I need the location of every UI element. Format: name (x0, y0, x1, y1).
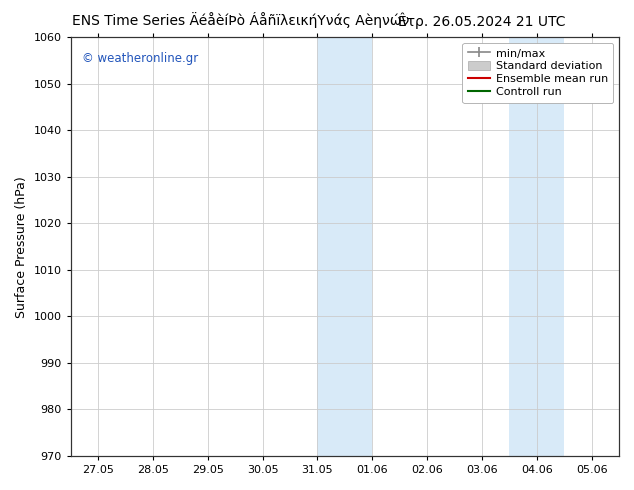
Bar (537, 37, 564, 456)
Legend: min/max, Standard deviation, Ensemble mean run, Controll run: min/max, Standard deviation, Ensemble me… (462, 43, 614, 103)
Text: Êτρ. 26.05.2024 21 UTC: Êτρ. 26.05.2024 21 UTC (398, 12, 566, 29)
Y-axis label: Surface Pressure (hPa): Surface Pressure (hPa) (15, 176, 28, 318)
Bar (509, 37, 537, 456)
Bar (345, 37, 372, 456)
Text: ENS Time Series ÄéåèíÞò ÁåñïλεικήΥνάς Αèηνών: ENS Time Series ÄéåèíÞò ÁåñïλεικήΥνάς Αè… (72, 12, 410, 28)
Text: © weatheronline.gr: © weatheronline.gr (82, 52, 198, 65)
Bar (318, 37, 345, 456)
